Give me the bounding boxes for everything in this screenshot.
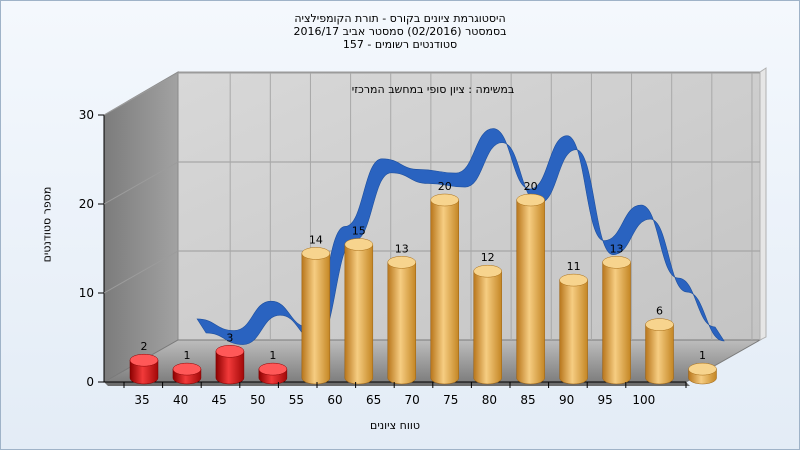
bar-body <box>344 244 374 385</box>
bar-body <box>129 359 159 385</box>
bar-60: 15 <box>344 225 374 385</box>
bar-35: 2 <box>129 340 159 385</box>
grid-line-h <box>103 72 760 116</box>
bar-top <box>688 362 717 376</box>
bar-value-label: 11 <box>567 260 581 273</box>
bar-value-label: 3 <box>226 331 233 344</box>
x-tick-label: 70 <box>405 393 420 407</box>
bar-95: 6 <box>645 305 674 385</box>
bar-body <box>516 199 545 385</box>
bar-top <box>344 238 374 251</box>
bar-top <box>387 256 417 269</box>
bar-value-label: 1 <box>699 349 706 362</box>
bar-100: 1 <box>688 349 717 385</box>
y-tick-label: 30 <box>79 108 94 122</box>
x-tick-label: 90 <box>559 393 574 407</box>
bar-40: 1 <box>172 349 202 385</box>
bar-top <box>516 193 545 207</box>
bar-value-label: 12 <box>481 251 495 264</box>
bar-top <box>559 273 588 287</box>
bar-65: 13 <box>387 242 417 385</box>
bar-value-label: 13 <box>395 242 409 255</box>
x-tick-label: 75 <box>443 393 458 407</box>
x-tick-label: 100 <box>632 393 655 407</box>
bar-body <box>430 199 459 385</box>
right-edge <box>759 67 767 341</box>
bar-top <box>473 264 502 278</box>
bar-value-label: 1 <box>269 349 276 362</box>
bar-body <box>559 279 588 385</box>
bar-value-label: 20 <box>524 180 538 193</box>
y-tick-label: 20 <box>79 197 94 211</box>
x-tick-label: 85 <box>520 393 535 407</box>
x-tick-label: 65 <box>366 393 381 407</box>
bar-45: 3 <box>215 331 245 385</box>
bar-top <box>258 362 288 376</box>
left-wall <box>103 71 179 383</box>
floor-front-edge <box>104 382 690 386</box>
bar-body <box>215 351 245 385</box>
x-tick-label: 50 <box>250 393 265 407</box>
x-tick-label: 95 <box>598 393 613 407</box>
y-tick-label: 10 <box>79 286 94 300</box>
bar-top <box>301 247 331 260</box>
grid-line-h <box>103 161 760 205</box>
bar-90: 13 <box>602 242 631 385</box>
x-tick-label: 45 <box>212 393 227 407</box>
bar-value-label: 15 <box>352 225 366 238</box>
bar-top <box>430 193 459 207</box>
y-axis-label: מספר סטודנטים <box>40 186 54 263</box>
bar-top <box>602 256 631 269</box>
x-axis-label: טווח ציונים <box>370 419 420 432</box>
chart-subtitle-students: סטודנטים רשומים - 157 <box>342 38 458 51</box>
bar-50: 1 <box>258 349 288 385</box>
x-tick-label: 60 <box>327 393 342 407</box>
bar-value-label: 20 <box>438 180 452 193</box>
bar-top <box>129 353 159 367</box>
bar-value-label: 2 <box>141 340 148 353</box>
x-tick-label: 35 <box>134 393 149 407</box>
x-tick-label: 55 <box>289 393 304 407</box>
bar-top <box>215 345 245 358</box>
bar-80: 20 <box>516 180 545 385</box>
x-tick-label: 80 <box>482 393 497 407</box>
bar-value-label: 1 <box>183 349 190 362</box>
bar-55: 14 <box>301 233 331 385</box>
bar-75: 12 <box>473 251 502 385</box>
chart-title: היסטוגרמת ציונים בקורס - תורת הקומפילציה <box>294 12 506 25</box>
bar-top <box>645 318 674 331</box>
back-wall <box>177 71 761 341</box>
y-tick-label: 0 <box>86 375 94 389</box>
bar-top <box>172 362 202 376</box>
bar-body <box>387 262 417 385</box>
bar-body <box>473 270 502 385</box>
bar-value-label: 6 <box>656 305 663 318</box>
x-tick-label: 40 <box>173 393 188 407</box>
bar-body <box>645 324 674 385</box>
grid-line-h <box>103 250 760 294</box>
chart-subtitle-semester: בסמסטר (02/2016) סמסטר אביב 2016/17 <box>293 25 507 38</box>
bar-value-label: 14 <box>309 233 323 246</box>
bar-70: 20 <box>430 180 459 385</box>
chart-annotation: במשימה : ציון סופי במחשב המרכזי <box>352 83 515 96</box>
bar-body <box>602 262 631 385</box>
bar-value-label: 13 <box>610 242 624 255</box>
bar-body <box>301 253 331 385</box>
bar-85: 11 <box>559 260 588 385</box>
